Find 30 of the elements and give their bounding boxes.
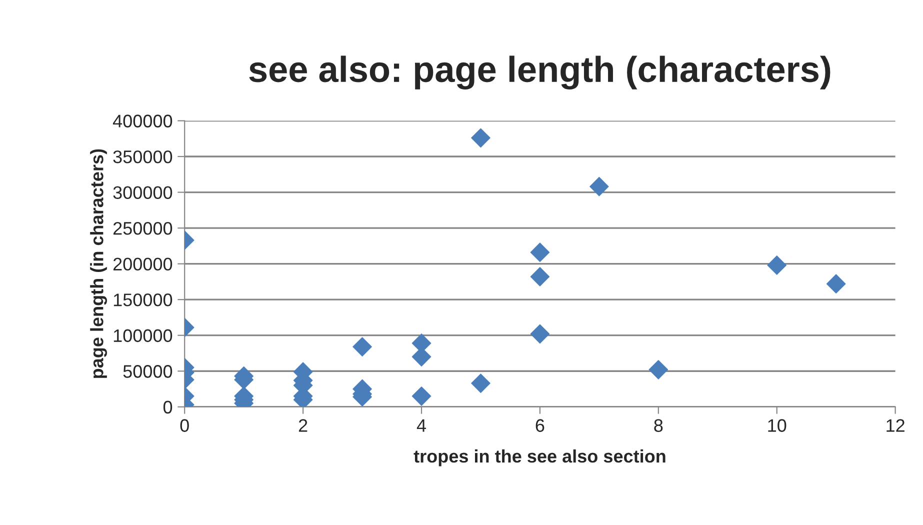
x-tick-label: 8 xyxy=(654,419,663,432)
x-tick-label: 10 xyxy=(768,419,786,432)
point xyxy=(826,274,846,294)
x-axis-title: tropes in the see also section xyxy=(414,449,666,466)
point xyxy=(530,324,550,344)
y-tick-label: 250000 xyxy=(113,222,172,235)
point xyxy=(352,337,372,356)
point xyxy=(767,256,787,275)
x-tick-label: 6 xyxy=(536,419,544,432)
x-tick-label: 2 xyxy=(298,419,308,432)
y-tick-label: 400000 xyxy=(112,114,172,128)
x-tick-label: 4 xyxy=(416,419,426,432)
x-tick-label: 12 xyxy=(886,419,904,432)
point xyxy=(471,374,490,393)
y-tick-label: 350000 xyxy=(113,150,172,164)
y-tick-label: 100000 xyxy=(114,329,172,342)
point xyxy=(530,242,550,262)
y-tick-label: 200000 xyxy=(113,258,172,271)
y-tick-label: 50000 xyxy=(123,365,172,378)
point xyxy=(471,128,490,148)
y-tick-label: 300000 xyxy=(113,186,172,199)
point xyxy=(412,386,432,406)
x-tick-label: 0 xyxy=(180,419,189,432)
y-axis-title: page length (in characters) xyxy=(90,149,107,378)
point xyxy=(530,267,550,286)
y-tick-label: 0 xyxy=(163,400,172,414)
point xyxy=(590,176,609,196)
y-tick-label: 150000 xyxy=(114,294,172,306)
chart-title: see also: page length (characters) xyxy=(249,56,830,90)
point xyxy=(648,360,668,380)
